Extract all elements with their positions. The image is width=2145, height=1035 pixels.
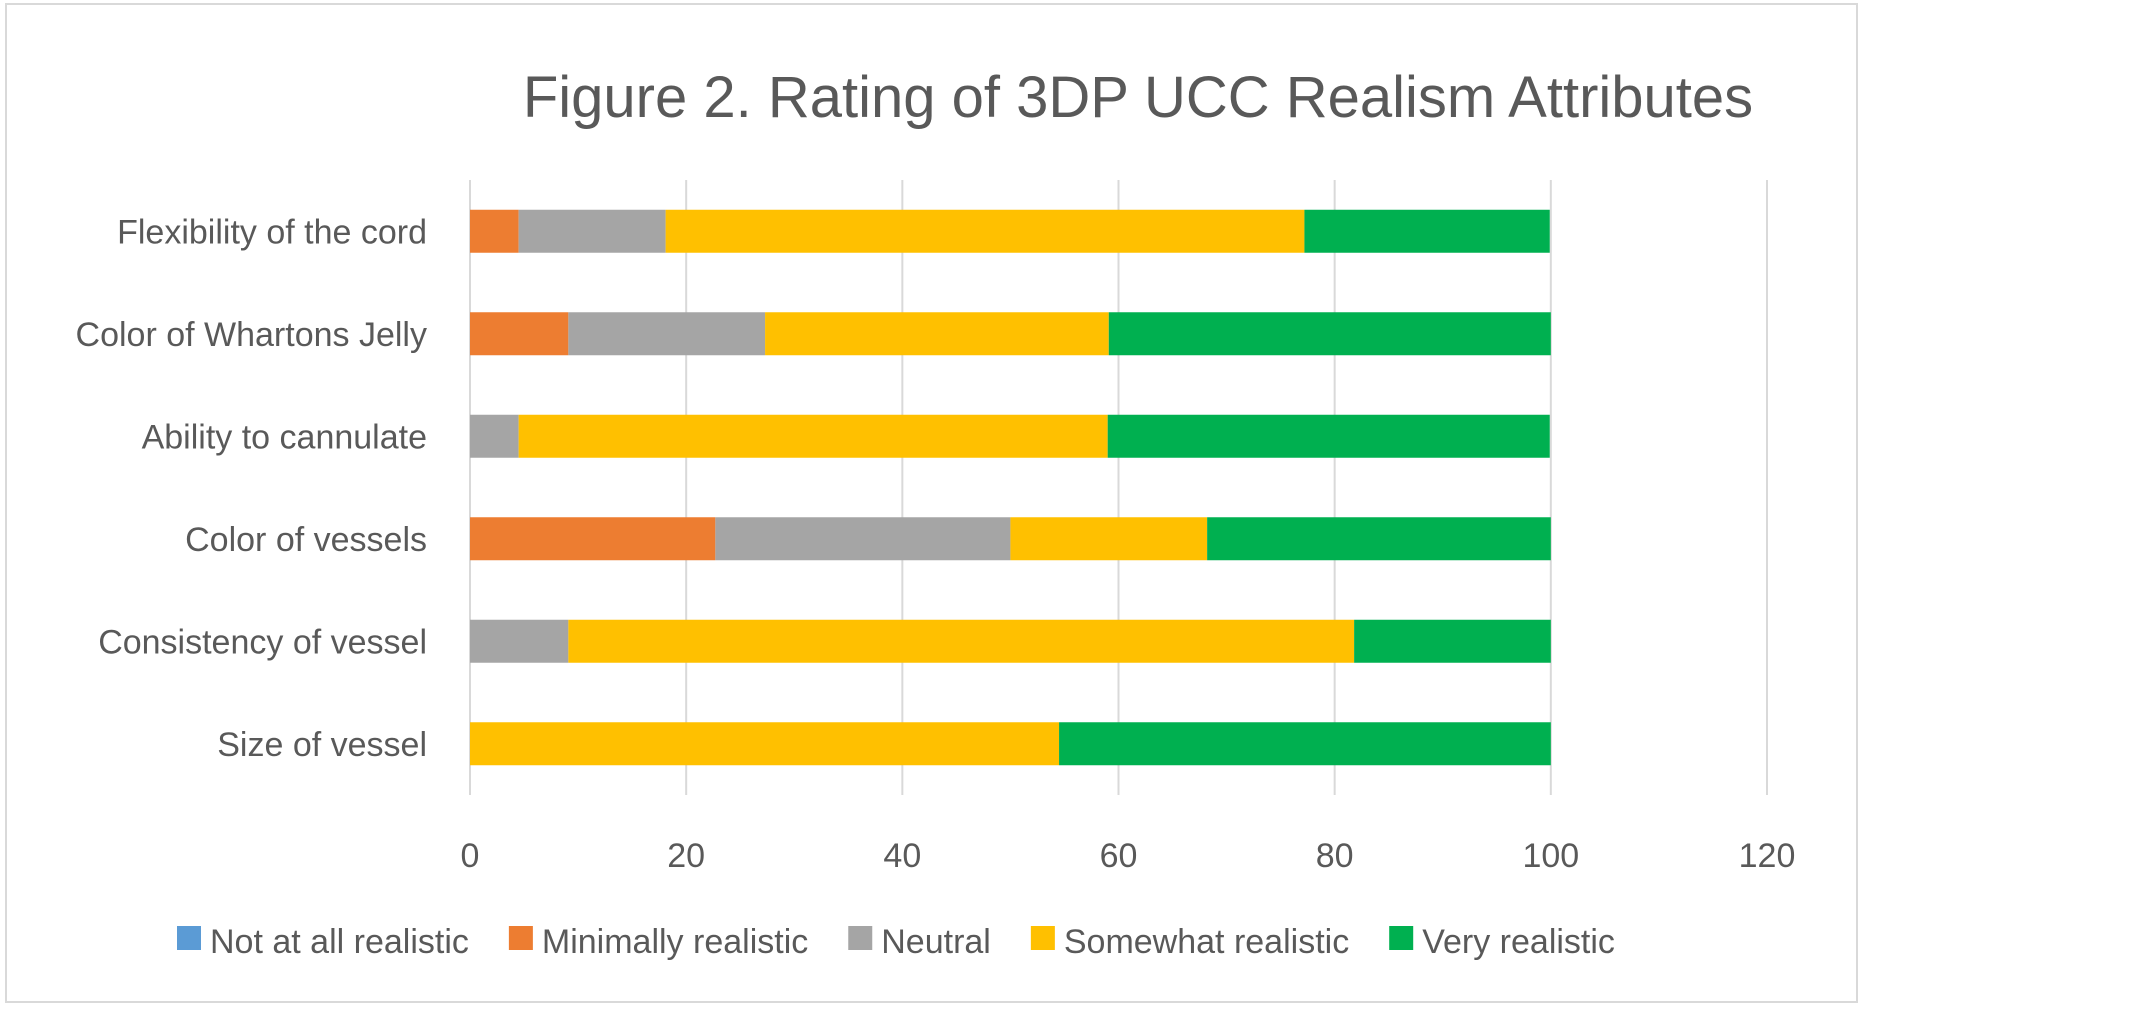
legend-swatch (177, 926, 201, 950)
bar-segment (1304, 209, 1550, 253)
bar-segment (1108, 312, 1551, 356)
bar-segment (568, 619, 1355, 663)
category-label: Consistency of vessel (98, 623, 427, 661)
x-tick-label: 0 (461, 837, 480, 875)
x-tick-label: 20 (667, 837, 705, 875)
legend: Not at all realistic Minimally realistic N… (177, 923, 1615, 961)
legend-label: Very realistic (1422, 923, 1615, 961)
category-label: Size of vessel (217, 726, 427, 764)
bar-segment (1207, 517, 1551, 561)
legend-label: Minimally realistic (542, 923, 808, 961)
x-axis-tick-labels: 0 20 40 60 80 100 120 (461, 837, 1796, 875)
legend-swatch (1030, 926, 1055, 950)
legend-label: Somewhat realistic (1064, 923, 1349, 961)
legend-label: Not at all realistic (210, 923, 469, 961)
bar-segment (518, 414, 1108, 458)
category-labels: Flexibility of the cord Color of Whartons… (76, 213, 427, 764)
bar-segment (470, 517, 716, 561)
bar-segment (765, 312, 1109, 356)
bar-segment (470, 414, 519, 458)
x-tick-label: 120 (1739, 837, 1796, 875)
legend-label: Neutral (881, 923, 991, 961)
x-tick-label: 60 (1100, 837, 1138, 875)
bar-segment (470, 722, 1060, 766)
bar-segment (518, 209, 666, 253)
bar-segment (665, 209, 1305, 253)
x-tick-label: 100 (1522, 837, 1579, 875)
x-tick-label: 80 (1316, 837, 1354, 875)
bar-segment (470, 209, 519, 253)
bar-segment (1107, 414, 1550, 458)
gridlines (469, 180, 1768, 795)
x-tick-label: 40 (883, 837, 921, 875)
bar-segment (470, 312, 569, 356)
legend-swatch (1389, 926, 1414, 950)
stacked-bar-chart: Figure 2. Rating of 3DP UCC Realism Attr… (76, 65, 1796, 961)
bar-segment (1059, 722, 1551, 766)
bar-segment (1354, 619, 1551, 663)
category-label: Color of vessels (185, 521, 427, 559)
legend-swatch (848, 926, 873, 950)
chart-frame: Figure 2. Rating of 3DP UCC Realism Attr… (5, 3, 1858, 1003)
chart-title: Figure 2. Rating of 3DP UCC Realism Attr… (523, 65, 1753, 130)
bar-segment (568, 312, 766, 356)
bar-segment (1010, 517, 1208, 561)
bar-segment (470, 619, 569, 663)
category-label: Color of Whartons Jelly (76, 316, 427, 354)
category-label: Flexibility of the cord (117, 213, 427, 251)
bar-segment (715, 517, 1011, 561)
category-label: Ability to cannulate (142, 418, 427, 456)
legend-swatch (508, 926, 533, 950)
bars (470, 209, 1551, 766)
